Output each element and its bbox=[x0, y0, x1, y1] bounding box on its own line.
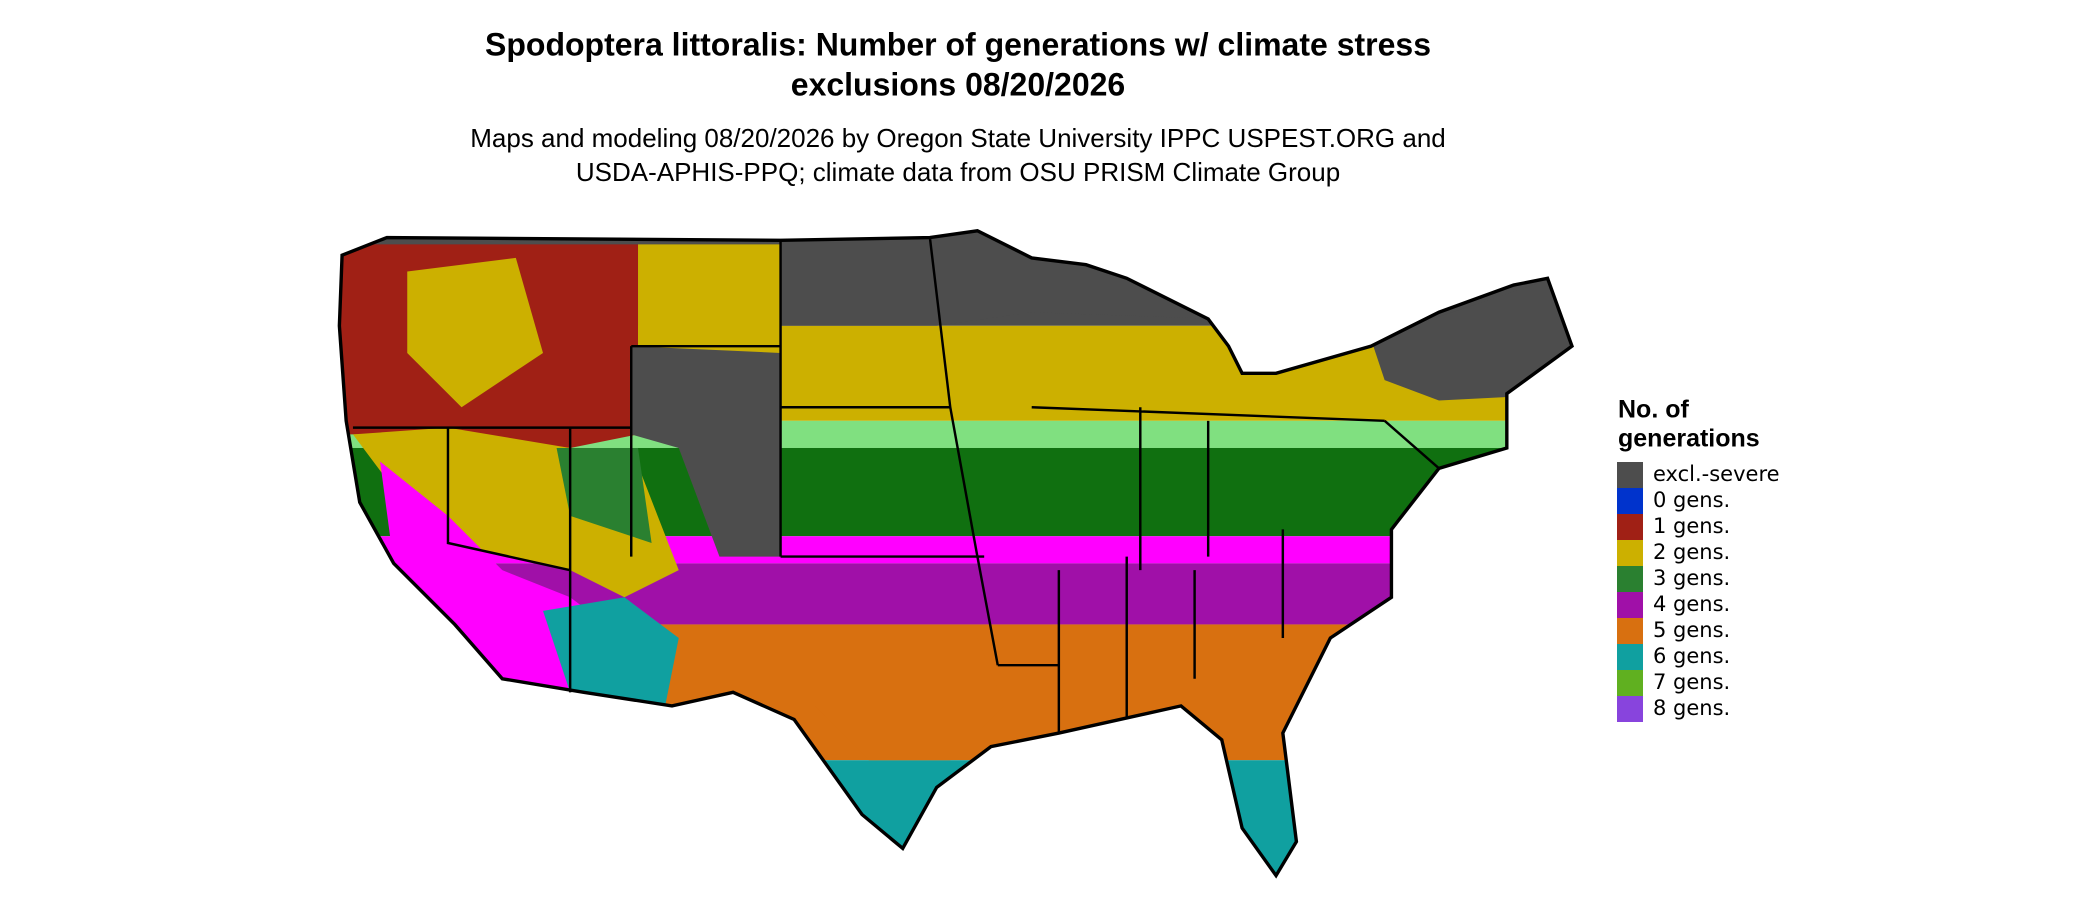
zone bbox=[787, 638, 1005, 761]
legend-swatch bbox=[1617, 592, 1643, 618]
zone bbox=[407, 257, 543, 408]
title-line: exclusions 08/20/2026 bbox=[791, 66, 1125, 102]
us-map bbox=[337, 229, 1575, 879]
legend-swatch bbox=[1617, 670, 1643, 696]
zone bbox=[339, 760, 1572, 876]
zone bbox=[556, 447, 652, 543]
legend-swatch bbox=[1617, 618, 1643, 644]
legend-label: 1 gens. bbox=[1653, 514, 1730, 538]
zone bbox=[543, 597, 679, 706]
legend-swatch bbox=[1617, 514, 1643, 540]
legend-label: 4 gens. bbox=[1653, 592, 1730, 616]
legend-swatch bbox=[1617, 462, 1643, 488]
legend-label: 8 gens. bbox=[1653, 696, 1730, 720]
legend-swatch bbox=[1617, 488, 1643, 514]
legend-swatch bbox=[1617, 566, 1643, 592]
subtitle-line: USDA-APHIS-PPQ; climate data from OSU PR… bbox=[576, 157, 1340, 187]
legend-swatch bbox=[1617, 696, 1643, 722]
state-borders bbox=[352, 237, 1440, 734]
legend-swatch bbox=[1617, 540, 1643, 566]
zone bbox=[631, 346, 781, 557]
legend-label: 7 gens. bbox=[1653, 670, 1730, 694]
zone bbox=[1371, 271, 1572, 401]
legend-label: 3 gens. bbox=[1653, 566, 1730, 590]
legend-label: 6 gens. bbox=[1653, 644, 1730, 668]
legend-label: 5 gens. bbox=[1653, 618, 1730, 642]
map-fill bbox=[339, 230, 1572, 876]
legend-label: excl.-severe bbox=[1653, 462, 1780, 486]
legend-swatch bbox=[1617, 644, 1643, 670]
legend-title-line: No. of bbox=[1618, 396, 1689, 424]
legend-label: 0 gens. bbox=[1653, 488, 1730, 512]
subtitle-line: Maps and modeling 08/20/2026 by Oregon S… bbox=[470, 123, 1446, 153]
title-line: Spodoptera littoralis: Number of generat… bbox=[485, 26, 1431, 62]
us-outline bbox=[337, 229, 1575, 879]
legend-title-line: generations bbox=[1618, 425, 1760, 453]
legend-label: 2 gens. bbox=[1653, 540, 1730, 564]
